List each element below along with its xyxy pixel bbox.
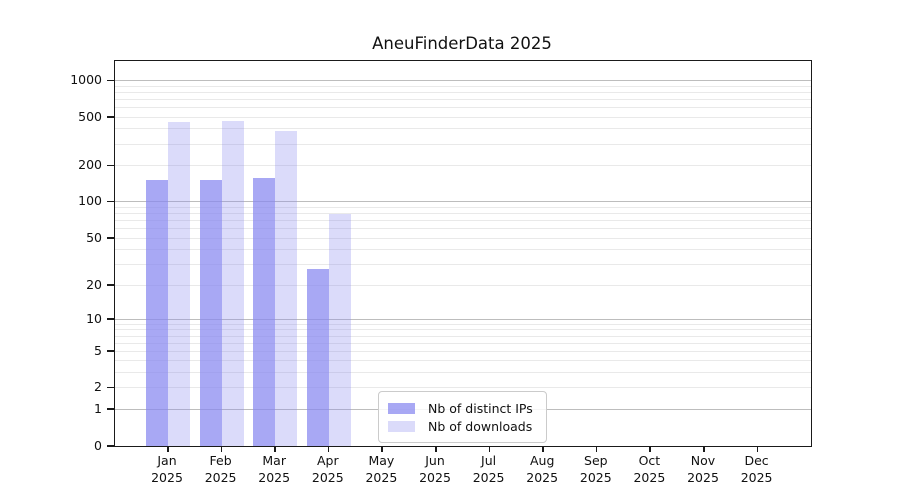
minor-gridline — [115, 220, 811, 221]
x-tick-mark — [649, 446, 651, 452]
distinct-ips-swatch — [388, 402, 415, 414]
y-tick-mark — [107, 318, 114, 320]
y-tick-label: 10 — [86, 310, 102, 326]
legend-label-distinct-ips: Nb of distinct IPs — [428, 400, 533, 416]
minor-gridline — [115, 249, 811, 251]
bar-distinct-ips — [253, 178, 276, 446]
x-tick-label: May 2025 — [365, 453, 398, 485]
minor-gridline — [115, 165, 811, 166]
x-tick-label: Mar 2025 — [258, 453, 291, 485]
minor-gridline — [115, 128, 811, 130]
downloads-swatch — [388, 420, 415, 432]
y-tick-mark — [107, 79, 114, 81]
y-tick-label: 5 — [94, 342, 102, 358]
minor-gridline — [115, 360, 811, 362]
minor-gridline — [115, 228, 811, 229]
major-gridline — [115, 201, 811, 203]
minor-gridline — [115, 237, 811, 239]
x-tick-mark — [756, 446, 759, 452]
major-gridline — [115, 80, 811, 81]
chart-title: AneuFinderData 2025 — [372, 34, 552, 53]
legend: Nb of distinct IPs Nb of downloads — [378, 391, 547, 443]
minor-gridline — [115, 91, 811, 93]
minor-gridline — [115, 206, 811, 208]
x-tick-mark — [220, 446, 223, 452]
x-tick-mark — [381, 446, 383, 452]
x-tick-label: Jun 2025 — [419, 453, 451, 485]
y-tick-mark — [107, 350, 114, 352]
bar-distinct-ips — [306, 269, 329, 446]
minor-gridline — [115, 263, 811, 265]
x-tick-label: Aug 2025 — [526, 453, 559, 485]
y-tick-label: 200 — [78, 157, 102, 172]
minor-gridline — [115, 387, 811, 389]
bar-distinct-ips — [199, 180, 222, 446]
bar-downloads — [275, 131, 298, 446]
y-tick-label: 100 — [78, 193, 102, 209]
x-tick-label: Nov 2025 — [687, 453, 719, 485]
y-tick-mark — [107, 445, 114, 447]
x-tick-mark — [703, 446, 705, 452]
y-tick-label: 0 — [94, 437, 102, 453]
y-tick-mark — [107, 116, 114, 118]
minor-gridline — [115, 284, 811, 286]
x-tick-mark — [435, 446, 437, 452]
y-tick-label: 2 — [94, 379, 102, 395]
minor-gridline — [115, 143, 811, 145]
minor-gridline — [115, 335, 811, 337]
x-tick-mark — [542, 446, 544, 452]
minor-gridline — [115, 372, 811, 374]
minor-gridline — [115, 323, 811, 325]
minor-gridline — [115, 329, 811, 331]
y-tick-mark — [107, 200, 114, 203]
y-tick-mark — [107, 386, 114, 389]
y-tick-label: 1000 — [70, 72, 102, 87]
x-tick-label: Oct 2025 — [633, 453, 666, 485]
y-tick-mark — [107, 164, 114, 166]
y-tick-label: 500 — [78, 108, 102, 124]
bar-downloads — [168, 122, 190, 446]
minor-gridline — [115, 107, 811, 108]
y-tick-mark — [107, 408, 114, 410]
x-tick-label: Dec 2025 — [740, 453, 773, 485]
bar-distinct-ips — [146, 180, 168, 446]
x-tick-mark — [595, 446, 598, 452]
x-tick-label: Sep 2025 — [579, 453, 612, 485]
minor-gridline — [115, 116, 811, 118]
x-tick-mark — [327, 446, 330, 452]
plot-area: Nb of distinct IPs Nb of downloads — [114, 60, 812, 447]
x-tick-label: Jul 2025 — [472, 453, 505, 485]
x-tick-label: Apr 2025 — [311, 453, 344, 485]
major-gridline — [115, 318, 811, 320]
bar-downloads — [221, 121, 244, 446]
legend-row-downloads: Nb of downloads — [388, 418, 537, 434]
x-tick-label: Jan 2025 — [151, 453, 183, 485]
x-tick-mark — [274, 446, 276, 452]
y-tick-label: 20 — [86, 276, 102, 292]
minor-gridline — [115, 350, 811, 352]
x-tick-label: Feb 2025 — [204, 453, 237, 485]
y-tick-label: 1 — [94, 400, 102, 416]
x-tick-mark — [488, 446, 491, 452]
x-tick-mark — [167, 446, 169, 452]
minor-gridline — [115, 213, 811, 214]
minor-gridline — [115, 98, 811, 100]
legend-label-downloads: Nb of downloads — [428, 418, 533, 434]
bar-downloads — [328, 214, 351, 446]
y-tick-mark — [107, 237, 114, 239]
legend-row-distinct-ips: Nb of distinct IPs — [388, 400, 537, 416]
y-tick-label: 50 — [86, 229, 102, 245]
minor-gridline — [115, 342, 811, 344]
minor-gridline — [115, 85, 811, 87]
y-tick-mark — [107, 284, 114, 286]
